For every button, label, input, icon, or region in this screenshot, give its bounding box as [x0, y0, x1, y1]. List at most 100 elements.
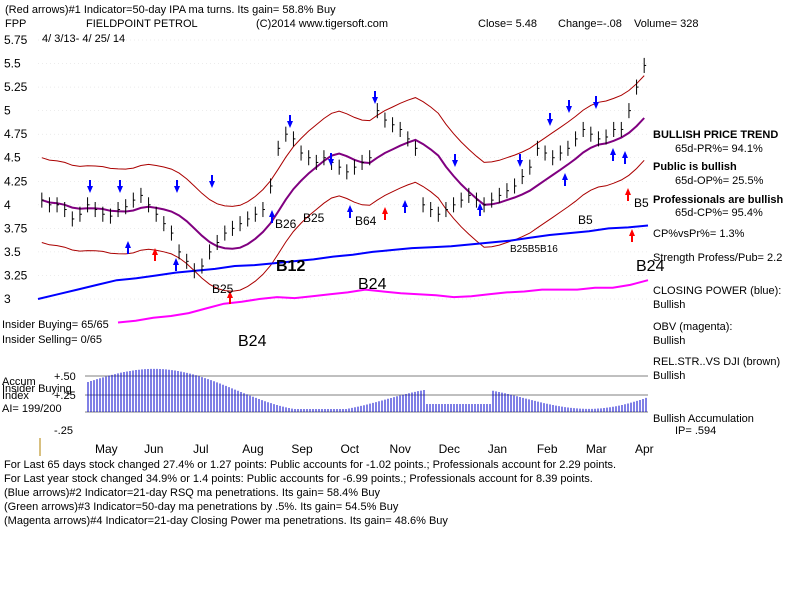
down-arrow-blue — [87, 186, 93, 193]
closing-power-line — [37, 224, 649, 300]
signal-arrows — [87, 91, 635, 304]
close-value: Close= 5.48 — [478, 18, 537, 30]
y-tick-label: 3.75 — [4, 221, 28, 235]
closing-power-label: CLOSING POWER (blue): — [653, 285, 781, 297]
up-arrow-blue — [173, 258, 179, 265]
signal-cluster-jan: B25B5B16 — [510, 244, 558, 255]
y-tick-label: 4.5 — [4, 151, 21, 165]
y-tick-label: 5.75 — [4, 33, 28, 47]
signal-b24-aug: B24 — [238, 333, 267, 350]
down-arrow-blue — [328, 159, 334, 166]
symbol: FPP — [5, 18, 26, 30]
footer-line2: For Last year stock changed 34.9% or 1.4… — [4, 473, 593, 485]
x-tick-label: Aug — [242, 442, 263, 456]
insider-buying: Insider Buying= 65/65 — [2, 319, 109, 331]
y-tick-label: 4.25 — [4, 174, 28, 188]
footer-line5: (Magenta arrows)#4 Indicator=21-day Clos… — [4, 515, 448, 527]
y-axis-ticks: 5.75 5.5 5.25 5 4.75 4.5 4.25 4 3.75 3.5 3.25 3 +.50… — [4, 33, 76, 437]
accumulation-bars — [85, 368, 648, 413]
up-arrow-blue — [610, 148, 616, 155]
up-arrow-blue — [562, 173, 568, 180]
y-tick-label: 3.25 — [4, 268, 28, 282]
accum-tick-label: +.50 — [54, 371, 76, 383]
signal-b5-mar: B5 — [578, 213, 593, 227]
accum-index-1: Accum — [2, 376, 36, 388]
x-tick-label: Jul — [193, 442, 208, 456]
footer-line1: For Last 65 days stock changed 27.4% or … — [4, 459, 616, 471]
price-bars — [41, 57, 647, 279]
volume-value: Volume= 328 — [634, 18, 699, 30]
public-bullish: Public is bullish — [653, 161, 737, 173]
x-tick-label: May — [95, 442, 118, 456]
down-arrow-blue — [174, 186, 180, 193]
y-tick-label: 3 — [4, 292, 11, 306]
y-tick-label: 5 — [4, 104, 11, 118]
grid-lines — [38, 39, 648, 300]
x-axis-ticks: May Jun Jul Aug Sep Oct Nov Dec Jan Feb Mar Apr — [39, 438, 654, 456]
x-tick-label: Jan — [488, 442, 507, 456]
down-arrow-blue — [117, 186, 123, 193]
moving-average — [41, 117, 645, 250]
down-arrow-blue — [287, 121, 293, 128]
up-arrow-blue — [347, 205, 353, 212]
down-arrow-blue — [517, 160, 523, 167]
insider-selling: Insider Selling= 0/65 — [2, 334, 102, 346]
cp-percent: 65d-CP%= 95.4% — [675, 207, 763, 219]
price-trend-label: BULLISH PRICE TREND — [653, 129, 778, 141]
obv-status: Bullish — [653, 335, 685, 347]
up-arrow-blue — [125, 241, 131, 248]
accum-tick-label: +.25 — [54, 390, 76, 402]
accum-index-2: Insider Buying — [2, 383, 72, 395]
signal-b24-apr: B24 — [636, 258, 665, 275]
date-range: 4/ 3/13- 4/ 25/ 14 — [42, 33, 125, 45]
y-tick-label: 3.5 — [4, 245, 21, 259]
obv-line — [117, 279, 649, 324]
x-tick-label: Mar — [586, 442, 607, 456]
footer-line4: (Green arrows)#3 Indicator=50-day ma pen… — [4, 501, 399, 513]
lower-band — [41, 159, 645, 292]
y-tick-label: 4 — [4, 198, 11, 212]
price-bands — [41, 75, 645, 292]
accum-tick-label: -.25 — [54, 425, 73, 437]
obv-label: OBV (magenta): — [653, 321, 732, 333]
accum-label: Bullish Accumulation — [653, 413, 754, 425]
op-percent: 65d-OP%= 25.5% — [675, 175, 764, 187]
x-tick-label: Dec — [439, 442, 460, 456]
x-tick-label: Oct — [340, 442, 359, 456]
up-arrow-blue — [402, 200, 408, 207]
down-arrow-blue — [547, 119, 553, 126]
change-value: Change=-.08 — [558, 18, 622, 30]
ai-value: AI= 199/200 — [2, 403, 62, 415]
up-arrow-blue — [622, 151, 628, 158]
signal-b25-sep: B25 — [303, 211, 325, 225]
x-tick-label: Nov — [390, 442, 411, 456]
header-line1: (Red arrows)#1 Indicator=50-day IPA ma t… — [5, 4, 336, 16]
up-arrow-red — [625, 188, 631, 195]
up-arrow-blue — [477, 203, 483, 210]
closing-power-status: Bullish — [653, 299, 685, 311]
x-tick-label: Sep — [291, 442, 313, 456]
down-arrow-blue — [452, 160, 458, 167]
copyright: (C)2014 www.tigersoft.com — [256, 18, 388, 30]
ip-value: IP= .594 — [675, 425, 716, 437]
company-name: FIELDPOINT PETROL — [86, 18, 198, 30]
up-arrow-red — [382, 207, 388, 214]
up-arrow-red — [227, 291, 233, 298]
down-arrow-blue — [566, 106, 572, 113]
down-arrow-blue — [209, 181, 215, 188]
up-arrow-red — [629, 229, 635, 236]
up-arrow-red — [152, 248, 158, 255]
y-tick-label: 5.25 — [4, 80, 28, 94]
rel-str-label: REL.STR..VS DJI (brown) — [653, 356, 780, 368]
strength-ratio: Strength Profess/Pub= 2.2 — [653, 252, 782, 264]
down-arrow-blue — [372, 97, 378, 104]
signal-b24-oct: B24 — [358, 276, 387, 293]
y-tick-label: 5.5 — [4, 57, 21, 71]
y-tick-label: 4.75 — [4, 127, 28, 141]
signal-b25-jul: B25 — [212, 282, 234, 296]
x-tick-label: Apr — [635, 442, 654, 456]
rel-str-status: Bullish — [653, 370, 685, 382]
signal-b12: B12 — [276, 258, 305, 275]
signal-b5-apr: B5 — [634, 196, 649, 210]
